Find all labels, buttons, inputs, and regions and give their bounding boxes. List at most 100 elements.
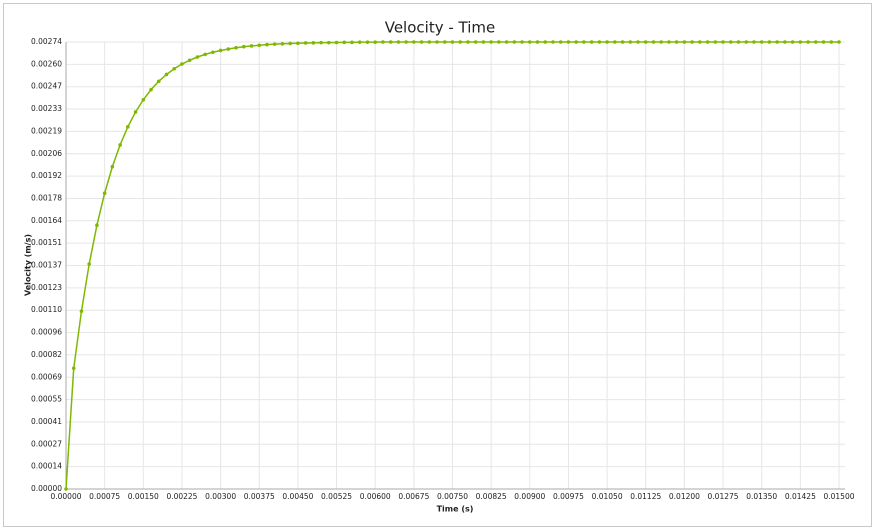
data-point (589, 40, 594, 44)
y-tick-label: 0.00055 (31, 395, 62, 404)
x-tick-label: 0.00450 (282, 492, 313, 501)
data-point (272, 42, 277, 46)
data-point (388, 40, 393, 44)
y-tick-label: 0.00082 (31, 350, 62, 359)
y-tick-label: 0.00027 (31, 439, 62, 448)
data-point (396, 40, 401, 44)
data-point (728, 40, 733, 44)
data-point (102, 191, 107, 196)
data-point (659, 40, 664, 44)
data-point (156, 79, 161, 84)
y-tick-label: 0.00096 (31, 328, 62, 337)
data-point (512, 40, 517, 44)
data-point (419, 40, 424, 44)
data-point (481, 40, 486, 44)
x-tick-label: 0.00375 (244, 492, 275, 501)
data-point (350, 40, 354, 45)
x-tick-label: 0.00750 (437, 492, 468, 501)
data-point (404, 40, 408, 44)
data-point (195, 55, 200, 59)
data-point (790, 40, 795, 44)
x-tick-label: 0.00975 (553, 492, 584, 501)
y-axis-label: Velocity (m/s) (24, 234, 33, 296)
data-point (64, 487, 68, 491)
data-point (535, 40, 540, 44)
data-point (357, 40, 362, 44)
data-point (783, 40, 787, 44)
data-point (713, 40, 718, 44)
data-point (257, 43, 262, 48)
data-point (829, 40, 834, 44)
data-point (558, 40, 563, 44)
y-tick-label: 0.00014 (31, 462, 62, 471)
data-point (172, 66, 177, 71)
data-point (303, 41, 308, 45)
chart-title: Velocity - Time (385, 19, 496, 37)
data-point (334, 40, 339, 45)
data-point (110, 164, 115, 169)
data-point (814, 40, 818, 44)
data-point (203, 52, 207, 57)
y-tick-label: 0.00069 (31, 372, 62, 381)
data-point (327, 40, 331, 45)
y-tick-label: 0.00192 (31, 171, 62, 180)
data-point (211, 50, 215, 55)
y-tick-label: 0.00274 (31, 37, 62, 46)
x-tick-label: 0.00525 (321, 492, 352, 501)
data-point (489, 40, 493, 44)
data-point (427, 40, 432, 44)
data-point (543, 40, 548, 44)
data-point (806, 40, 810, 44)
x-axis-label: Time (s) (437, 505, 474, 514)
x-tick-label: 0.00600 (360, 492, 391, 501)
data-point (435, 40, 439, 44)
data-point (705, 40, 710, 44)
data-point (667, 40, 671, 44)
data-point (736, 40, 741, 44)
x-tick-label: 0.01350 (746, 492, 777, 501)
data-point (296, 41, 300, 46)
data-point (651, 40, 656, 44)
data-point (473, 40, 478, 44)
data-point (280, 41, 285, 46)
data-point (744, 40, 749, 44)
data-point (141, 97, 146, 102)
data-point (126, 125, 130, 129)
y-tick-label: 0.00164 (31, 216, 62, 225)
data-point (118, 143, 122, 147)
y-tick-label: 0.00123 (31, 283, 62, 292)
data-point (674, 40, 679, 44)
data-point (767, 40, 772, 44)
data-point (95, 223, 99, 228)
data-point (218, 48, 223, 53)
data-point (798, 40, 803, 44)
data-point (752, 40, 756, 44)
y-tick-label: 0.00178 (31, 193, 62, 202)
data-point (442, 40, 447, 44)
y-tick-label: 0.00041 (31, 417, 62, 426)
data-point (574, 40, 578, 44)
data-point (180, 62, 184, 66)
x-tick-label: 0.00150 (128, 492, 159, 501)
x-tick-label: 0.00675 (398, 492, 429, 501)
data-point (164, 72, 169, 77)
data-point (87, 262, 91, 266)
data-point (821, 40, 826, 44)
data-point (690, 40, 694, 44)
data-point (265, 42, 269, 47)
y-tick-label: 0.00137 (31, 261, 62, 270)
data-point (71, 366, 76, 371)
data-point (837, 40, 841, 44)
x-tick-label: 0.00900 (514, 492, 545, 501)
data-point (551, 40, 555, 44)
y-tick-label: 0.00151 (31, 238, 62, 247)
data-point (365, 40, 370, 44)
x-tick-label: 0.01125 (630, 492, 661, 501)
data-point (381, 40, 385, 44)
x-tick-label: 0.01425 (785, 492, 816, 501)
data-point (450, 40, 455, 44)
x-tick-label: 0.00000 (50, 492, 81, 501)
y-tick-label: 0.00247 (31, 82, 62, 91)
x-tick-label: 0.01500 (823, 492, 854, 501)
x-tick-label: 0.01050 (592, 492, 623, 501)
